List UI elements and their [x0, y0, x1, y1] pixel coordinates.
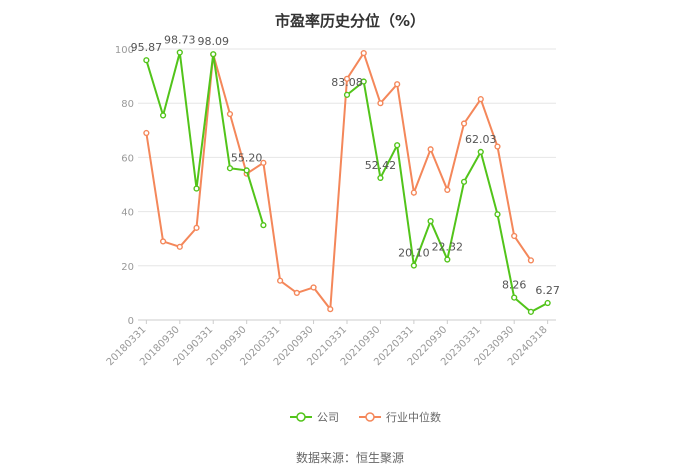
data-point-industry-median [394, 81, 401, 88]
data-label: 55.20 [231, 151, 263, 164]
data-point-industry-median [460, 120, 468, 127]
legend-marker-icon [296, 412, 306, 422]
data-label: 22.32 [432, 241, 464, 254]
data-point-industry-median [226, 110, 234, 118]
data-label: 98.73 [164, 33, 196, 46]
data-label: 62.03 [465, 133, 497, 146]
legend-marker-icon [365, 412, 375, 422]
y-tick-label: 20 [121, 262, 134, 273]
y-tick-label: 0 [128, 316, 134, 327]
data-point-company [243, 167, 250, 174]
data-point-industry-median [377, 100, 384, 107]
data-point-company [377, 174, 384, 182]
data-label: 98.09 [197, 35, 229, 48]
data-point-industry-median [277, 277, 284, 284]
legend-label: 公司 [317, 411, 339, 424]
data-point-company [494, 211, 501, 218]
data-point-industry-median [310, 284, 317, 291]
source-note: 数据来源：恒生聚源 [296, 450, 404, 465]
y-tick-label: 100 [115, 45, 134, 56]
data-label: 20.10 [398, 247, 430, 260]
data-point-industry-median [410, 189, 417, 196]
data-point-industry-median [143, 129, 150, 137]
legend-item[interactable]: 公司 [290, 411, 339, 424]
data-point-company [176, 49, 183, 56]
legend-item[interactable]: 行业中位数 [359, 410, 441, 424]
data-point-company [427, 217, 434, 225]
data-point-company [460, 178, 468, 185]
data-point-industry-median [494, 143, 501, 150]
data-point-company [343, 91, 351, 98]
data-label: 52.42 [365, 159, 397, 172]
data-point-industry-median [327, 306, 334, 313]
data-point-industry-median [293, 289, 300, 297]
data-point-company [226, 165, 234, 172]
data-point-company [394, 142, 401, 149]
legend[interactable]: 公司 行业中位数 [290, 410, 441, 424]
data-point-company [477, 148, 484, 155]
data-point-company [511, 294, 518, 301]
data-label: 95.87 [131, 41, 163, 54]
data-point-industry-median [193, 224, 200, 231]
data-label: 6.27 [535, 284, 560, 297]
data-point-company [210, 51, 217, 58]
data-point-industry-median [427, 146, 434, 153]
data-point-company [360, 78, 367, 85]
data-point-industry-median [511, 232, 518, 240]
data-label: 8.26 [502, 279, 527, 292]
data-point-company [193, 185, 200, 192]
data-point-company [410, 262, 417, 269]
data-point-company [527, 308, 535, 315]
data-point-company [544, 299, 551, 307]
y-tick-label: 40 [121, 208, 134, 219]
data-point-industry-median [360, 49, 367, 57]
data-point-industry-median [260, 159, 267, 166]
data-point-company [159, 112, 167, 119]
data-point-industry-median [159, 238, 167, 245]
y-tick-label: 60 [121, 153, 134, 164]
data-point-industry-median [444, 186, 451, 194]
series-line-company [346, 79, 549, 314]
data-label: 83.08 [331, 76, 363, 89]
x-axis: 2018033120180930201903312019093020200331… [105, 319, 556, 368]
data-point-company [444, 256, 451, 263]
data-point-industry-median [477, 96, 484, 103]
chart-title: 市盈率历史分位（%） [275, 12, 425, 30]
y-axis: 0 20 40 60 80 100 [115, 45, 134, 327]
legend-label: 行业中位数 [386, 410, 441, 424]
data-point-company [260, 222, 267, 229]
data-point-industry-median [527, 257, 535, 264]
data-point-industry-median [176, 243, 183, 250]
data-point-company [143, 57, 150, 64]
data-point-industry-median [343, 75, 351, 82]
y-tick-label: 80 [121, 99, 134, 110]
series-line-industry-median [145, 50, 532, 312]
